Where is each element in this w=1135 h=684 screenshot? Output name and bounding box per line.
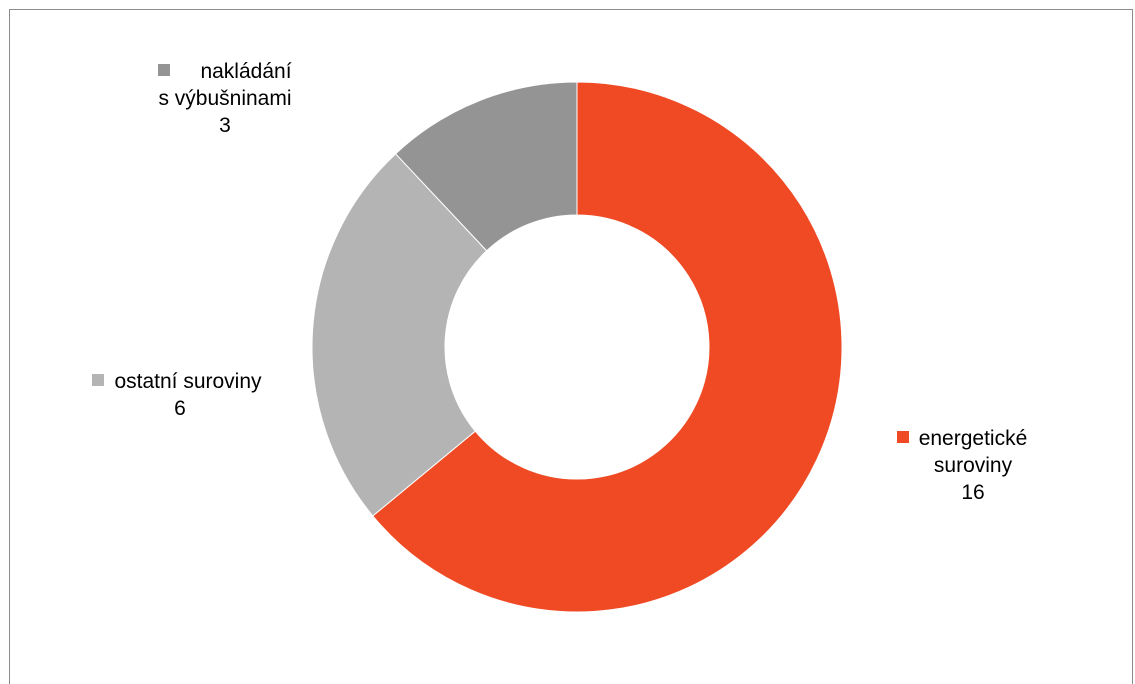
chart-frame	[9, 9, 1133, 684]
data-label-energeticke-suroviny: energetické suroviny 16	[872, 425, 1052, 506]
data-label-ostatni-suroviny: ostatní suroviny 6	[52, 368, 302, 422]
label-line-1: energetické	[918, 427, 1028, 450]
legend-swatch-nakladani	[158, 64, 171, 77]
value-label: 3	[219, 114, 231, 137]
legend-swatch-ostatni-suroviny	[92, 374, 105, 387]
label-line-1: nakládání	[200, 60, 292, 83]
label-line-2: s výbušninami	[158, 87, 292, 110]
label-line-2: suroviny	[933, 454, 1013, 477]
donut-slice-1	[311, 153, 488, 517]
value-label: 16	[961, 481, 985, 504]
legend-swatch-energeticke-suroviny	[896, 431, 909, 444]
label-line-1: ostatní suroviny	[114, 370, 262, 393]
data-label-nakladani-s-vybusninami: nakládání s výbušninami 3	[110, 58, 340, 139]
value-label: 6	[174, 397, 186, 420]
donut-slice-0	[372, 81, 843, 613]
donut-slice-2	[394, 81, 578, 252]
